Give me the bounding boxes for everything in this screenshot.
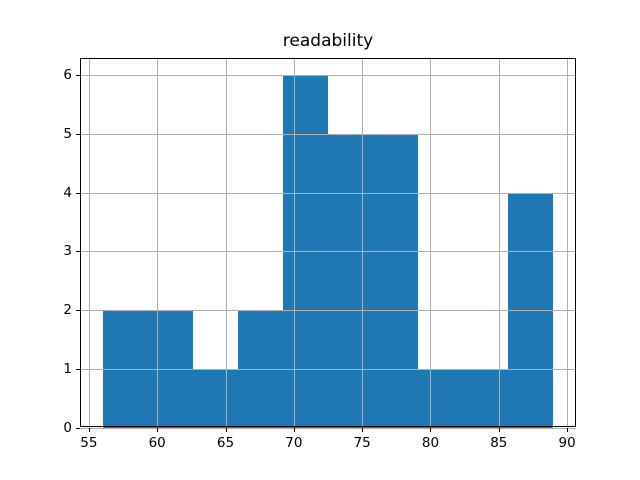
x-tick xyxy=(157,427,159,432)
gridline-vertical xyxy=(157,57,159,428)
y-tick xyxy=(76,192,80,194)
plot-area: 55 60 65 70 75 80 85 90 0 1 2 3 4 5 6 xyxy=(63,57,576,451)
gridline-horizontal xyxy=(80,75,576,77)
x-tick xyxy=(430,427,432,432)
x-tick xyxy=(88,427,90,432)
y-tick-label: 1 xyxy=(63,360,72,377)
histogram-bar xyxy=(328,133,374,428)
y-tick-label: 4 xyxy=(63,184,72,201)
gridline-vertical xyxy=(293,57,295,428)
gridline-vertical xyxy=(567,57,569,428)
x-tick-label: 80 xyxy=(421,434,440,451)
histogram-bar xyxy=(463,368,509,428)
y-tick xyxy=(76,368,80,370)
gridline-horizontal xyxy=(80,192,576,194)
y-tick xyxy=(76,133,80,135)
x-tick-label: 90 xyxy=(558,434,576,451)
x-tick-label: 75 xyxy=(353,434,371,451)
x-tick xyxy=(293,427,295,432)
gridline-vertical xyxy=(430,57,432,428)
histogram-bar xyxy=(237,310,283,428)
y-tick xyxy=(76,427,80,429)
histogram-bar xyxy=(192,368,238,428)
chart-title: readability xyxy=(282,31,374,51)
y-tick-label: 5 xyxy=(63,125,72,142)
x-tick xyxy=(567,427,569,432)
gridline-vertical xyxy=(362,57,364,428)
x-tick xyxy=(225,427,227,432)
y-tick-label: 6 xyxy=(63,67,72,84)
gridline-horizontal xyxy=(80,310,576,312)
gridline-horizontal xyxy=(80,133,576,135)
y-tick xyxy=(76,251,80,253)
y-tick-label: 2 xyxy=(63,302,72,319)
y-tick xyxy=(76,75,80,77)
x-tick xyxy=(362,427,364,432)
histogram-bar xyxy=(102,310,148,428)
y-tick-label: 3 xyxy=(63,243,72,260)
histogram-bar xyxy=(418,368,464,428)
gridline-vertical xyxy=(225,57,227,428)
x-tick-label: 55 xyxy=(80,434,98,451)
x-tick-label: 85 xyxy=(490,434,508,451)
x-tick-label: 70 xyxy=(285,434,303,451)
gridline-horizontal xyxy=(80,368,576,370)
histogram-bar xyxy=(147,310,193,428)
y-tick xyxy=(76,310,80,312)
gridline-horizontal xyxy=(80,251,576,253)
histogram-bar xyxy=(373,133,419,428)
x-tick-label: 65 xyxy=(216,434,235,451)
gridline-vertical xyxy=(88,57,90,428)
x-tick xyxy=(498,427,500,432)
gridline-horizontal xyxy=(80,427,576,429)
gridline-vertical xyxy=(498,57,500,428)
y-tick-label: 0 xyxy=(63,419,72,436)
x-tick-label: 60 xyxy=(148,434,166,451)
